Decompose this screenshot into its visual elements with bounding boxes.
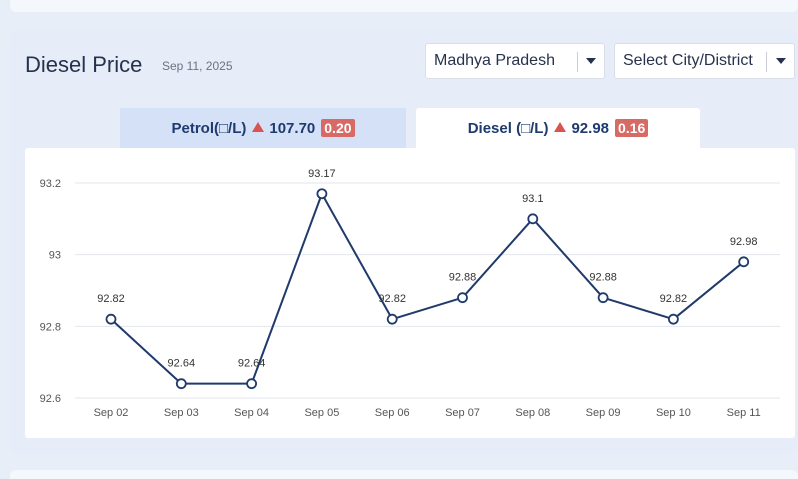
tab-diesel-change-badge: 0.16 xyxy=(615,119,649,137)
state-select-value: Madhya Pradesh xyxy=(434,52,555,69)
x-tick-label: Sep 10 xyxy=(656,407,691,419)
y-tick-label: 92.8 xyxy=(40,321,61,333)
triangle-up-icon xyxy=(252,122,265,132)
data-label: 92.88 xyxy=(589,272,617,284)
data-point xyxy=(527,213,539,225)
data-point xyxy=(386,313,398,325)
x-tick-label: Sep 08 xyxy=(515,407,550,419)
state-select[interactable]: Madhya Pradesh xyxy=(425,43,605,79)
tab-diesel-label: Diesel (□/L) xyxy=(467,119,549,137)
previous-card-edge xyxy=(10,0,798,12)
data-label: 92.88 xyxy=(449,272,477,284)
triangle-up-icon xyxy=(554,122,567,132)
tab-petrol-label: Petrol(□/L) xyxy=(171,119,247,137)
select-separator xyxy=(577,52,578,72)
city-select[interactable]: Select City/District xyxy=(614,43,795,79)
select-separator xyxy=(766,52,767,72)
data-point xyxy=(738,256,750,268)
data-point xyxy=(668,313,679,325)
city-select-value: Select City/District xyxy=(623,52,753,69)
price-date: Sep 11, 2025 xyxy=(162,59,233,73)
x-tick-label: Sep 02 xyxy=(94,407,129,419)
next-card-edge xyxy=(10,470,798,479)
x-tick-label: Sep 06 xyxy=(375,407,410,419)
page-title: Diesel Price xyxy=(25,52,143,77)
tab-petrol[interactable]: Petrol(□/L) 107.70 0.20 xyxy=(120,108,406,148)
tab-petrol-price: 107.70 xyxy=(269,119,316,137)
data-point xyxy=(597,292,609,304)
tab-petrol-change-badge: 0.20 xyxy=(321,119,355,137)
data-label: 93.1 xyxy=(522,193,543,205)
x-tick-label: Sep 05 xyxy=(304,407,339,419)
y-tick-label: 93 xyxy=(49,250,61,262)
y-tick-label: 92.6 xyxy=(40,393,61,405)
data-label: 92.82 xyxy=(660,293,688,305)
data-label: 92.64 xyxy=(168,358,196,370)
chevron-down-icon xyxy=(776,58,786,64)
x-tick-label: Sep 07 xyxy=(445,407,480,419)
data-label: 92.98 xyxy=(730,236,758,248)
data-label: 92.64 xyxy=(238,358,266,370)
data-point xyxy=(175,378,187,390)
x-tick-label: Sep 11 xyxy=(727,407,761,419)
series-line xyxy=(110,192,745,385)
tab-diesel[interactable]: Diesel (□/L) 92.98 0.16 xyxy=(416,108,700,148)
x-tick-label: Sep 03 xyxy=(164,407,199,419)
tab-diesel-price: 92.98 xyxy=(571,119,610,137)
data-point xyxy=(457,292,468,304)
y-tick-label: 93.2 xyxy=(40,178,61,190)
data-label: 92.82 xyxy=(378,293,406,305)
data-label: 92.82 xyxy=(97,293,125,305)
data-label: 93.17 xyxy=(308,168,336,180)
data-point xyxy=(105,313,117,325)
data-point xyxy=(246,378,258,390)
chevron-down-icon xyxy=(586,58,596,64)
price-chart-panel: 92.6 92.8 93 93.2 Sep 02 Sep 03 Sep 04 Sep 05 Se… xyxy=(25,148,795,438)
x-tick-label: Sep 09 xyxy=(586,407,621,419)
data-point xyxy=(316,188,328,200)
x-tick-label: Sep 04 xyxy=(234,407,269,419)
diesel-price-line-chart: 92.6 92.8 93 93.2 Sep 02 Sep 03 Sep 04 Sep 05 Se… xyxy=(40,168,780,419)
